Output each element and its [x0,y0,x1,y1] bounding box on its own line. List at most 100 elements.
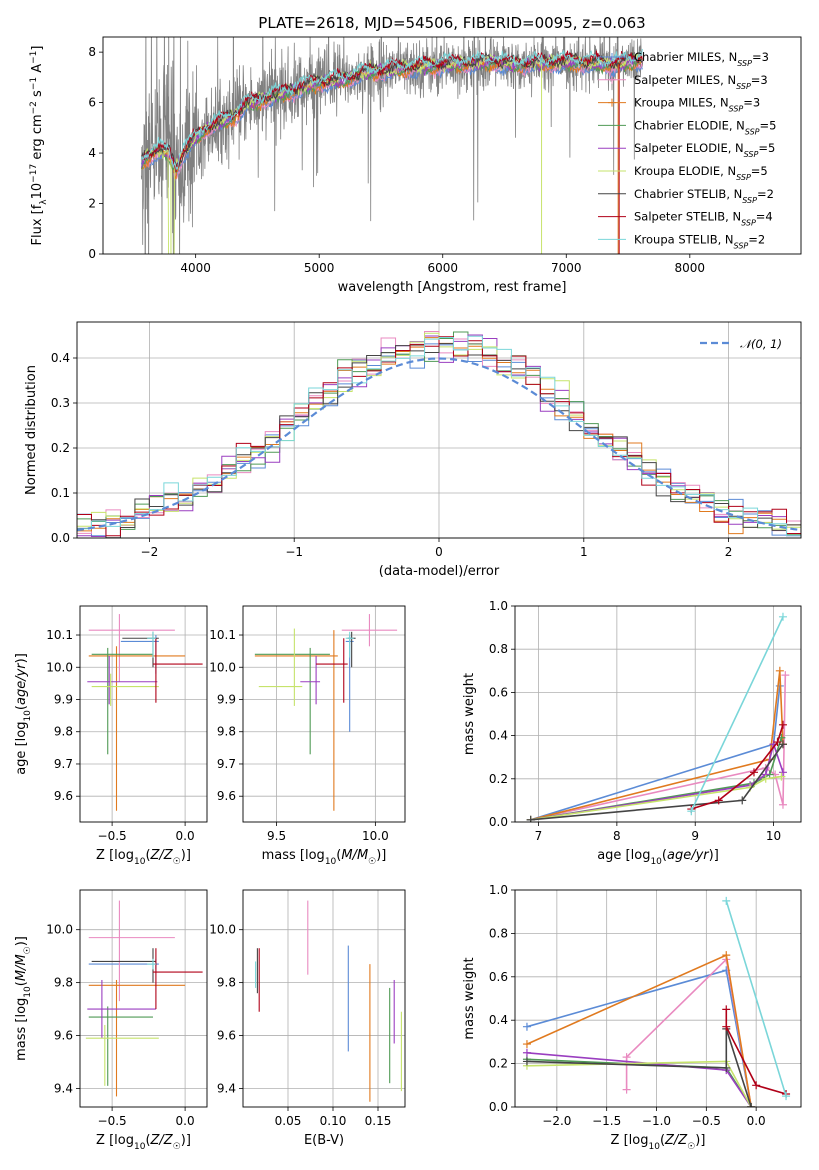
plot-area [522,896,791,1107]
series-point [522,1057,531,1066]
legend-label-sub: SSP [736,81,751,90]
grid [515,889,801,1108]
label-part: 10 [325,857,337,867]
series-kroupa_stelib [722,896,791,1101]
x-tick-label: 2 [725,545,733,559]
errorbar-kroupa_stelib [147,958,156,970]
series-line [526,969,752,1107]
series-point [773,738,782,747]
y-tick-label: 1.0 [489,883,508,897]
label-part: wavelength [Angstrom, rest frame] [338,280,567,295]
label-part: ☉ [173,1142,181,1152]
panel-0: 4000 5000 6000 7000 8000 0 2 4 6 8 PLATE=2618, MJD… [29,14,802,295]
grid [243,606,405,822]
series-line [526,953,752,1107]
y-tick-label: 0.6 [489,970,508,984]
y-axis-label: mass weight [462,957,477,1039]
x-tick-label: 0.0 [176,829,195,843]
legend-label-main: Salpeter MILES, N [634,73,736,87]
errorbar-chabrier_elodie [91,647,153,755]
legend-label-suffix: =5 [760,118,777,132]
legend-label-main: Salpeter STELIB, N [634,210,741,224]
axes-frame [79,605,208,823]
errorbar-salpeter_miles [88,900,175,1002]
label-part: age/yr [667,848,710,863]
x-axis-label: Z [log10(Z/Z☉)] [611,1133,706,1152]
series-kroupa_stelib [687,612,787,816]
legend-label-main: Chabrier STELIB, N [634,187,742,201]
y-tick-label: 8 [88,45,96,59]
y-tick-label: 9.8 [54,725,73,739]
model-spectrum-salpeter_stelib [140,50,643,173]
series-point [749,768,758,777]
legend-label-main: Chabrier MILES, N [634,50,737,64]
label-part: )] [14,936,29,946]
series-line [725,1009,787,1095]
series-point [722,1022,731,1031]
errorbar-chabrier_elodie [254,647,330,755]
y-tick-label: 9.7 [54,757,73,771]
axes-frame [76,321,802,539]
errorbar-kroupa_miles [254,630,338,811]
label-part: Flux [f [30,204,45,245]
label-part: )] [181,1133,191,1148]
y-tick-label: 0.8 [489,642,508,656]
label-part: age/yr [14,662,29,705]
errorbar-chabrier_elodie [88,1006,153,1086]
legend-label-main: Salpeter ELODIE, N [634,141,744,155]
label-part: )] [695,1133,705,1148]
histogram-kroupa_stelib [77,335,801,538]
grid [515,605,801,823]
legend-label-sub: SSP [737,59,752,68]
y-tick-label: 0.4 [489,1013,508,1027]
series-point [778,768,787,777]
errorbar-kroupa_stelib [147,631,156,658]
x-tick-label: 10.0 [362,829,389,843]
series-point [778,720,787,729]
x-tick-label: 0 [435,545,443,559]
y-tick-label: 9.6 [217,1029,236,1043]
y-tick-label: 10.0 [46,660,73,674]
legend-label-sub: SSP [745,127,760,136]
series-line [530,670,784,821]
y-tick-label: 9.6 [217,789,236,803]
y-tick-label: 2 [88,197,96,211]
grid [80,606,207,822]
errorbar-kroupa_elodie [91,673,159,706]
label-part: ( [145,848,150,863]
series-point [722,1063,731,1072]
grid [243,890,405,1107]
plot-area [77,331,801,538]
y-tick-label: 0.2 [489,1057,508,1071]
errorbar-salpeter_miles [341,614,398,647]
series-point [622,1085,631,1094]
legend-label-sub: SSP [744,150,759,159]
y-tick-label: 0.2 [51,441,70,455]
label-part: Z [log [611,1133,649,1148]
axes-frame [242,605,406,823]
y-tick-label: 9.4 [217,1081,236,1095]
label-part: λ [39,199,49,205]
y-tick-label: 0.0 [489,1100,508,1114]
legend-label-suffix: =2 [757,187,774,201]
y-tick-label: 9.9 [54,692,73,706]
label-part: ( [14,981,29,986]
legend-label-suffix: =3 [752,50,769,64]
errorbar-salpeter_miles [88,614,175,682]
legend-label-normal: 𝒩(0, 1) [740,337,782,351]
plot-area [255,900,402,1102]
y-tick-label: 10.0 [209,923,236,937]
normal-reference-curve [77,357,801,532]
legend-marker [608,75,616,84]
label-part: 10 [23,986,33,998]
series-point [526,815,535,822]
label-part: mass weight [462,673,477,755]
legend-label: Chabrier MILES, NSSP=3 [634,50,769,68]
y-axis-label: mass weight [462,673,477,755]
series-point [778,740,787,749]
x-tick-label: 0.10 [320,1114,347,1128]
x-tick-label: 8 [613,829,621,843]
label-part: ☉ [687,1142,695,1152]
plot-area [526,612,790,822]
